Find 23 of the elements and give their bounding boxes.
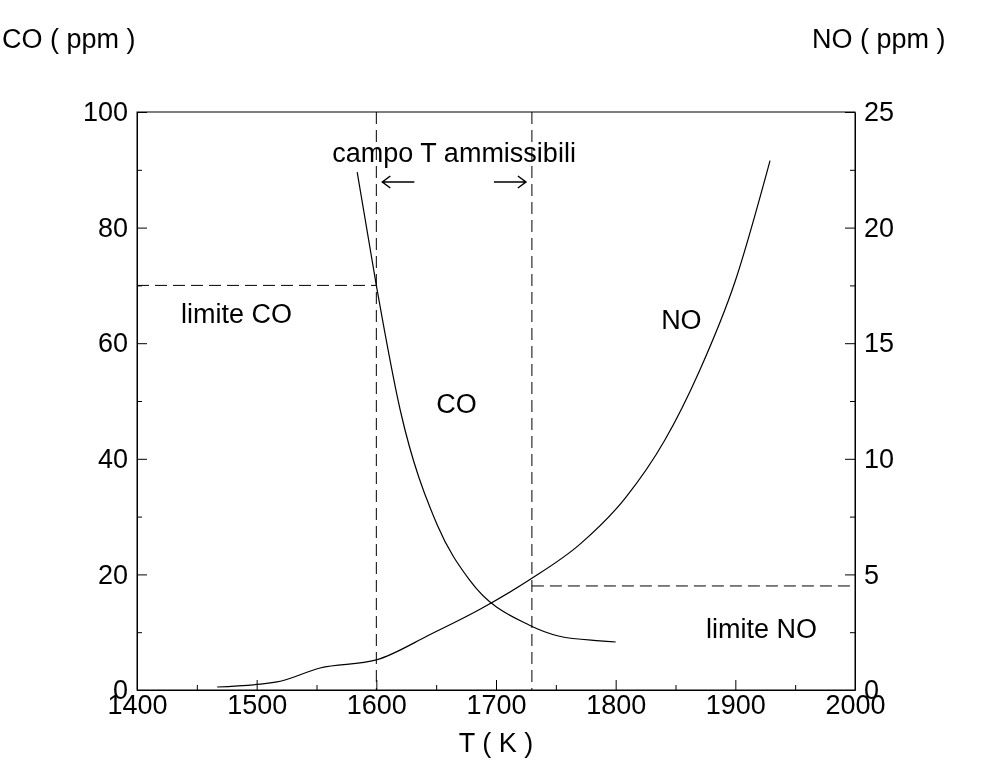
x-tick-label: 1600 bbox=[346, 689, 407, 720]
annotation: campo T ammissibili bbox=[332, 138, 576, 168]
y-tick-label: 60 bbox=[97, 328, 128, 359]
y2-tick-label: 5 bbox=[864, 559, 880, 590]
x-axis-title: T ( K ) bbox=[458, 728, 534, 758]
y-tick-label: 80 bbox=[97, 212, 128, 243]
x-tick-label: 1800 bbox=[586, 689, 647, 720]
y2-tick-label: 20 bbox=[864, 212, 895, 243]
series-label: NO bbox=[661, 304, 702, 335]
y-tick-label: 40 bbox=[97, 443, 128, 474]
y2-tick-label: 10 bbox=[864, 443, 895, 474]
series-label: CO bbox=[436, 388, 477, 419]
x-tick-label: 1500 bbox=[227, 689, 288, 720]
y2-axis-title: NO ( ppm ) bbox=[812, 24, 946, 54]
ref-line-label: limite NO bbox=[705, 613, 817, 644]
ref-line-label: limite CO bbox=[181, 299, 293, 330]
x-tick-label: 1900 bbox=[705, 689, 766, 720]
y-axis-title: CO ( ppm ) bbox=[2, 24, 136, 54]
y2-tick-label: 25 bbox=[864, 97, 895, 128]
y-tick-label: 20 bbox=[97, 559, 128, 590]
x-tick-label: 1700 bbox=[466, 689, 527, 720]
y-tick-label: 100 bbox=[82, 97, 128, 128]
y2-tick-label: 15 bbox=[864, 328, 895, 359]
